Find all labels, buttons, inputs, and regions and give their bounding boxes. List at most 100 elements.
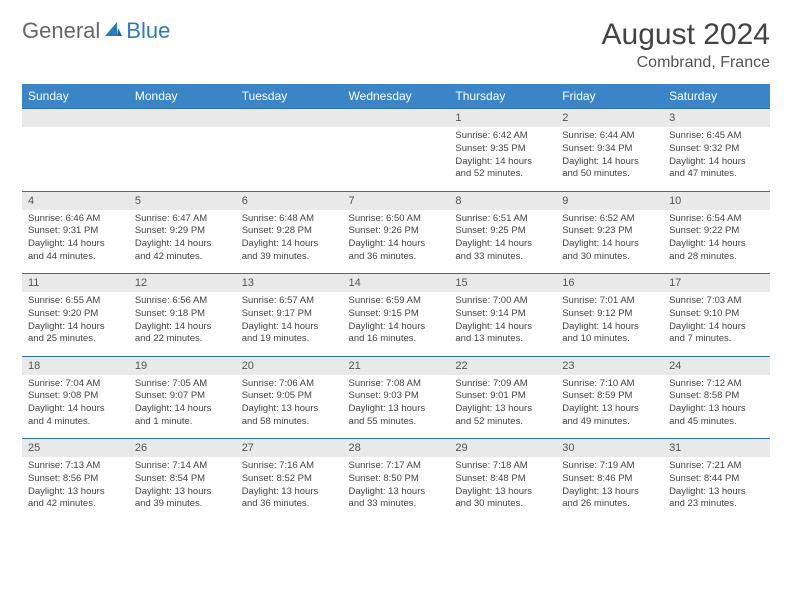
sunrise-text: Sunrise: 6:46 AM — [28, 213, 123, 226]
dow-sunday: Sunday — [22, 84, 129, 109]
daylight-text: Daylight: 13 hours and 52 minutes. — [455, 403, 550, 429]
date-number-cell: 28 — [343, 439, 450, 458]
daylight-text: Daylight: 13 hours and 42 minutes. — [28, 486, 123, 512]
daylight-text: Daylight: 14 hours and 42 minutes. — [135, 238, 230, 264]
sunset-text: Sunset: 9:35 PM — [455, 143, 550, 156]
dow-thursday: Thursday — [449, 84, 556, 109]
date-number-cell: 10 — [663, 191, 770, 210]
sunset-text: Sunset: 9:05 PM — [242, 390, 337, 403]
daylight-text: Daylight: 14 hours and 13 minutes. — [455, 321, 550, 347]
daylight-text: Daylight: 14 hours and 36 minutes. — [349, 238, 444, 264]
sunset-text: Sunset: 9:07 PM — [135, 390, 230, 403]
sunrise-text: Sunrise: 7:00 AM — [455, 295, 550, 308]
sunrise-text: Sunrise: 7:06 AM — [242, 378, 337, 391]
date-number-row: 18192021222324 — [22, 356, 770, 375]
date-number-cell: 30 — [556, 439, 663, 458]
sunrise-text: Sunrise: 7:03 AM — [669, 295, 764, 308]
page-header: General Blue August 2024 Combrand, Franc… — [22, 18, 770, 72]
daylight-text: Daylight: 14 hours and 7 minutes. — [669, 321, 764, 347]
date-number-cell: 8 — [449, 191, 556, 210]
sunset-text: Sunset: 9:18 PM — [135, 308, 230, 321]
day-data-cell — [22, 127, 129, 191]
sunrise-text: Sunrise: 6:57 AM — [242, 295, 337, 308]
date-number-cell: 14 — [343, 274, 450, 293]
sunrise-text: Sunrise: 6:45 AM — [669, 130, 764, 143]
daylight-text: Daylight: 14 hours and 22 minutes. — [135, 321, 230, 347]
day-data-cell: Sunrise: 6:50 AMSunset: 9:26 PMDaylight:… — [343, 210, 450, 274]
sunrise-text: Sunrise: 7:21 AM — [669, 460, 764, 473]
sunrise-text: Sunrise: 6:59 AM — [349, 295, 444, 308]
sunset-text: Sunset: 9:08 PM — [28, 390, 123, 403]
sunset-text: Sunset: 9:28 PM — [242, 225, 337, 238]
day-data-cell: Sunrise: 7:06 AMSunset: 9:05 PMDaylight:… — [236, 375, 343, 439]
sunset-text: Sunset: 8:46 PM — [562, 473, 657, 486]
dow-tuesday: Tuesday — [236, 84, 343, 109]
daylight-text: Daylight: 13 hours and 36 minutes. — [242, 486, 337, 512]
daylight-text: Daylight: 14 hours and 19 minutes. — [242, 321, 337, 347]
sunset-text: Sunset: 9:15 PM — [349, 308, 444, 321]
sunset-text: Sunset: 8:58 PM — [669, 390, 764, 403]
date-number-cell: 25 — [22, 439, 129, 458]
daylight-text: Daylight: 14 hours and 10 minutes. — [562, 321, 657, 347]
sunrise-text: Sunrise: 7:09 AM — [455, 378, 550, 391]
day-data-cell: Sunrise: 7:00 AMSunset: 9:14 PMDaylight:… — [449, 292, 556, 356]
calendar-body: 123Sunrise: 6:42 AMSunset: 9:35 PMDaylig… — [22, 109, 770, 522]
sunrise-text: Sunrise: 7:10 AM — [562, 378, 657, 391]
logo-text-general: General — [22, 18, 100, 44]
date-number-cell: 23 — [556, 356, 663, 375]
logo: General Blue — [22, 18, 170, 44]
daylight-text: Daylight: 13 hours and 26 minutes. — [562, 486, 657, 512]
sunrise-text: Sunrise: 7:16 AM — [242, 460, 337, 473]
day-of-week-row: Sunday Monday Tuesday Wednesday Thursday… — [22, 84, 770, 109]
sunrise-text: Sunrise: 6:55 AM — [28, 295, 123, 308]
day-data-cell: Sunrise: 6:54 AMSunset: 9:22 PMDaylight:… — [663, 210, 770, 274]
date-number-cell: 12 — [129, 274, 236, 293]
sunrise-text: Sunrise: 6:47 AM — [135, 213, 230, 226]
date-number-cell: 5 — [129, 191, 236, 210]
date-number-cell: 3 — [663, 109, 770, 128]
day-data-cell: Sunrise: 6:52 AMSunset: 9:23 PMDaylight:… — [556, 210, 663, 274]
date-number-cell: 20 — [236, 356, 343, 375]
day-data-cell: Sunrise: 6:55 AMSunset: 9:20 PMDaylight:… — [22, 292, 129, 356]
date-number-row: 123 — [22, 109, 770, 128]
logo-text-blue: Blue — [126, 18, 170, 44]
sunset-text: Sunset: 8:59 PM — [562, 390, 657, 403]
sunrise-text: Sunrise: 7:17 AM — [349, 460, 444, 473]
sunset-text: Sunset: 8:48 PM — [455, 473, 550, 486]
sunset-text: Sunset: 9:20 PM — [28, 308, 123, 321]
day-data-cell: Sunrise: 6:48 AMSunset: 9:28 PMDaylight:… — [236, 210, 343, 274]
day-data-row: Sunrise: 7:04 AMSunset: 9:08 PMDaylight:… — [22, 375, 770, 439]
sunset-text: Sunset: 8:56 PM — [28, 473, 123, 486]
sunset-text: Sunset: 9:32 PM — [669, 143, 764, 156]
date-number-cell: 15 — [449, 274, 556, 293]
date-number-cell: 27 — [236, 439, 343, 458]
day-data-cell: Sunrise: 7:08 AMSunset: 9:03 PMDaylight:… — [343, 375, 450, 439]
day-data-cell: Sunrise: 7:12 AMSunset: 8:58 PMDaylight:… — [663, 375, 770, 439]
daylight-text: Daylight: 14 hours and 4 minutes. — [28, 403, 123, 429]
date-number-cell — [22, 109, 129, 128]
sunrise-text: Sunrise: 6:44 AM — [562, 130, 657, 143]
day-data-cell: Sunrise: 7:04 AMSunset: 9:08 PMDaylight:… — [22, 375, 129, 439]
title-block: August 2024 Combrand, France — [602, 18, 770, 72]
sunrise-text: Sunrise: 7:08 AM — [349, 378, 444, 391]
date-number-cell: 24 — [663, 356, 770, 375]
sunrise-text: Sunrise: 7:05 AM — [135, 378, 230, 391]
sunrise-text: Sunrise: 6:50 AM — [349, 213, 444, 226]
sunset-text: Sunset: 8:54 PM — [135, 473, 230, 486]
sunset-text: Sunset: 9:25 PM — [455, 225, 550, 238]
date-number-cell: 16 — [556, 274, 663, 293]
day-data-cell — [129, 127, 236, 191]
daylight-text: Daylight: 14 hours and 28 minutes. — [669, 238, 764, 264]
day-data-cell: Sunrise: 7:16 AMSunset: 8:52 PMDaylight:… — [236, 457, 343, 521]
day-data-cell: Sunrise: 7:10 AMSunset: 8:59 PMDaylight:… — [556, 375, 663, 439]
day-data-cell: Sunrise: 7:13 AMSunset: 8:56 PMDaylight:… — [22, 457, 129, 521]
date-number-row: 45678910 — [22, 191, 770, 210]
day-data-cell: Sunrise: 7:21 AMSunset: 8:44 PMDaylight:… — [663, 457, 770, 521]
dow-monday: Monday — [129, 84, 236, 109]
day-data-cell: Sunrise: 6:45 AMSunset: 9:32 PMDaylight:… — [663, 127, 770, 191]
date-number-cell — [129, 109, 236, 128]
date-number-cell: 22 — [449, 356, 556, 375]
calendar-table: Sunday Monday Tuesday Wednesday Thursday… — [22, 84, 770, 521]
month-title: August 2024 — [602, 18, 770, 52]
sunset-text: Sunset: 9:03 PM — [349, 390, 444, 403]
